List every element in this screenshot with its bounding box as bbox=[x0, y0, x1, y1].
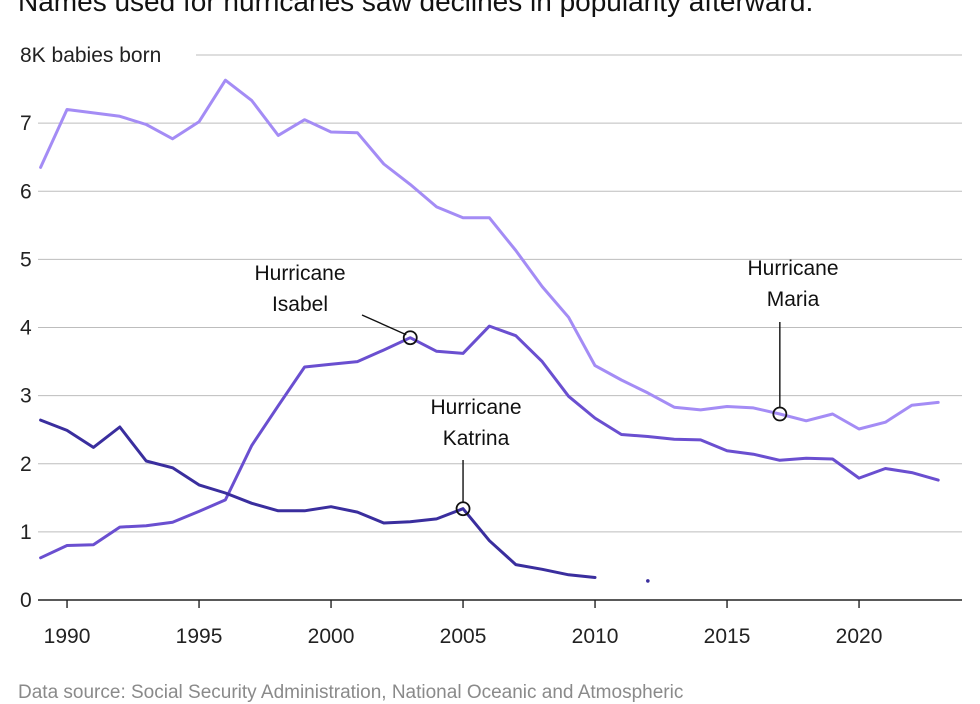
annotation-katrina-line2: Katrina bbox=[443, 427, 510, 450]
annotation-maria-marker bbox=[772, 406, 788, 422]
series-line-isabel bbox=[39, 324, 940, 560]
series-point-katrina bbox=[646, 579, 650, 583]
y-tick-label: 0 bbox=[20, 589, 32, 612]
annotation-maria-line1: Hurricane bbox=[747, 257, 838, 280]
y-tick-label: 5 bbox=[20, 248, 32, 271]
annotation-layer: Hurricane Isabel Hurricane Katrina Hurricane… bbox=[254, 257, 839, 517]
y-tick-label: 1 bbox=[20, 521, 32, 544]
chart-title: Names used for hurricanes saw declines i… bbox=[18, 0, 814, 17]
x-tick-label: 2010 bbox=[572, 625, 619, 648]
y-axis: 0 1 2 3 4 5 6 7 8K babies born bbox=[20, 44, 161, 612]
annotation-isabel-marker bbox=[402, 330, 418, 346]
x-tick-label: 1995 bbox=[176, 625, 223, 648]
annotation-katrina-line1: Hurricane bbox=[430, 396, 521, 419]
annotation-isabel-line1: Hurricane bbox=[254, 262, 345, 285]
y-tick-label: 7 bbox=[20, 112, 32, 135]
grid-layer bbox=[38, 54, 962, 601]
y-axis-unit-label: 8K babies born bbox=[20, 44, 161, 67]
y-tick-label: 2 bbox=[20, 453, 32, 476]
data-source-note: Data source: Social Security Administrat… bbox=[18, 682, 684, 703]
y-tick-label: 3 bbox=[20, 385, 32, 408]
y-tick-label: 4 bbox=[20, 317, 32, 340]
series-line-katrina bbox=[39, 418, 597, 579]
x-axis: 1990 1995 2000 2005 2010 2015 2020 bbox=[44, 600, 883, 648]
annotation-maria-line2: Maria bbox=[767, 288, 820, 311]
annotation-katrina-marker bbox=[455, 501, 471, 517]
x-tick-label: 2020 bbox=[836, 625, 883, 648]
series-line-maria bbox=[39, 78, 940, 431]
x-tick-label: 2015 bbox=[704, 625, 751, 648]
x-tick-label: 2000 bbox=[308, 625, 355, 648]
annotation-isabel-leader bbox=[361, 314, 407, 336]
x-tick-label: 1990 bbox=[44, 625, 91, 648]
y-tick-label: 6 bbox=[20, 180, 32, 203]
series-layer bbox=[39, 78, 940, 583]
x-tick-label: 2005 bbox=[440, 625, 487, 648]
annotation-isabel-line2: Isabel bbox=[272, 293, 328, 316]
